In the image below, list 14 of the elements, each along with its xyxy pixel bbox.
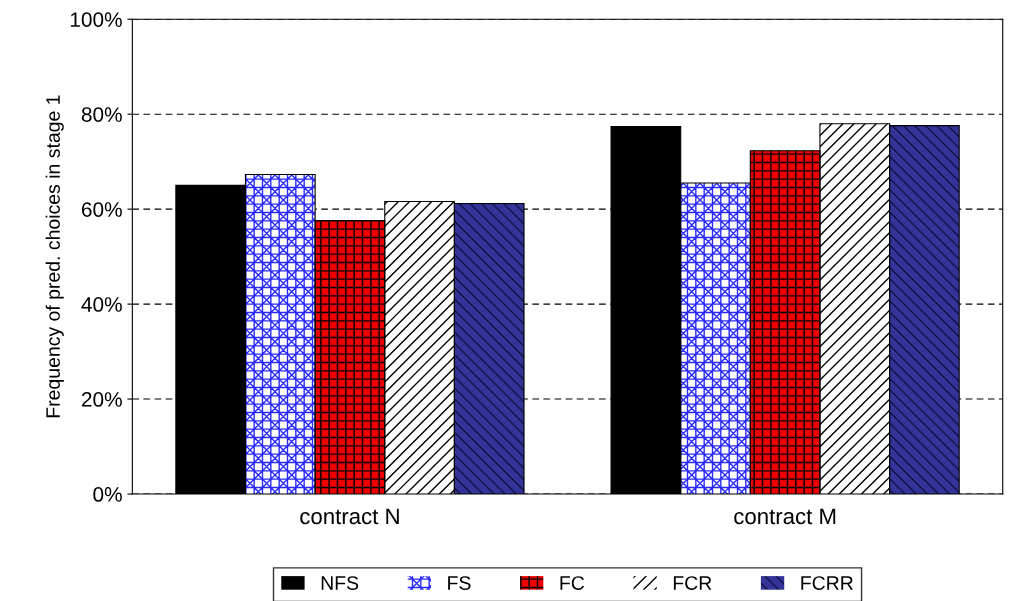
- y-tick-label: 0%: [93, 487, 122, 502]
- x-tick-label: contract M: [734, 508, 836, 525]
- legend-label: FCRR: [801, 576, 853, 590]
- y-tick-label: 100%: [70, 12, 122, 27]
- y-tick-label: 80%: [81, 107, 122, 122]
- legend-label: FCR: [673, 576, 712, 590]
- y-axis-title: Frequency of pred. choices in stage 1: [45, 95, 64, 418]
- y-tick-label: 20%: [81, 392, 122, 407]
- y-tick-label: 60%: [81, 202, 122, 217]
- legend-label: FC: [560, 576, 585, 590]
- y-tick-label: 40%: [81, 297, 122, 312]
- x-tick-label: contract N: [300, 508, 399, 525]
- legend-label: FS: [448, 576, 471, 590]
- legend-label: NFS: [321, 576, 359, 590]
